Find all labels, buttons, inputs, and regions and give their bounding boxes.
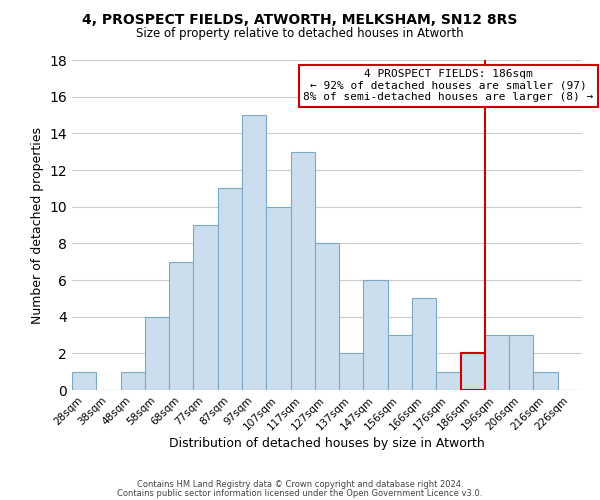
Text: Size of property relative to detached houses in Atworth: Size of property relative to detached ho… xyxy=(136,28,464,40)
Bar xyxy=(339,354,364,390)
Bar xyxy=(461,354,485,390)
Bar xyxy=(266,206,290,390)
Text: Contains public sector information licensed under the Open Government Licence v3: Contains public sector information licen… xyxy=(118,488,482,498)
Bar xyxy=(145,316,169,390)
Y-axis label: Number of detached properties: Number of detached properties xyxy=(31,126,44,324)
Bar xyxy=(169,262,193,390)
Text: 4, PROSPECT FIELDS, ATWORTH, MELKSHAM, SN12 8RS: 4, PROSPECT FIELDS, ATWORTH, MELKSHAM, S… xyxy=(82,12,518,26)
Bar xyxy=(436,372,461,390)
Text: Contains HM Land Registry data © Crown copyright and database right 2024.: Contains HM Land Registry data © Crown c… xyxy=(137,480,463,489)
Bar xyxy=(364,280,388,390)
Bar xyxy=(533,372,558,390)
X-axis label: Distribution of detached houses by size in Atworth: Distribution of detached houses by size … xyxy=(169,438,485,450)
Bar xyxy=(72,372,96,390)
Bar xyxy=(412,298,436,390)
Bar xyxy=(121,372,145,390)
Bar xyxy=(509,335,533,390)
Text: 4 PROSPECT FIELDS: 186sqm
← 92% of detached houses are smaller (97)
8% of semi-d: 4 PROSPECT FIELDS: 186sqm ← 92% of detac… xyxy=(304,69,593,102)
Bar xyxy=(315,244,339,390)
Bar xyxy=(290,152,315,390)
Bar xyxy=(485,335,509,390)
Bar xyxy=(388,335,412,390)
Bar xyxy=(242,115,266,390)
Bar xyxy=(193,225,218,390)
Bar xyxy=(218,188,242,390)
